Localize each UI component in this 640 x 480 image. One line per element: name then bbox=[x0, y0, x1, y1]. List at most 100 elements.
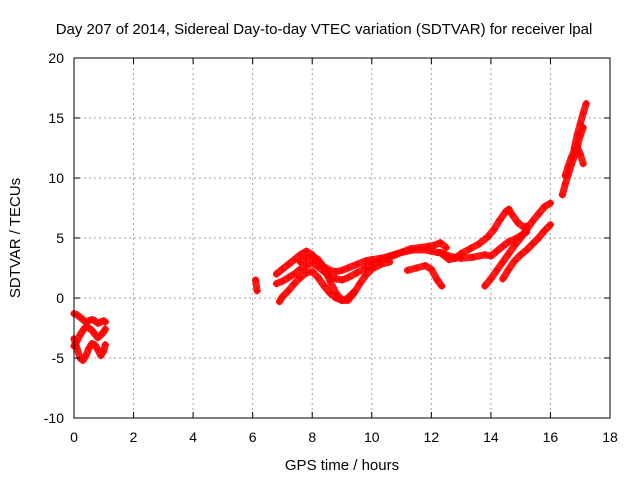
data-point-marker bbox=[439, 251, 447, 259]
data-point-marker bbox=[505, 238, 513, 246]
data-point-marker bbox=[377, 260, 385, 268]
data-point-marker bbox=[296, 258, 304, 266]
data-point-marker bbox=[451, 254, 459, 262]
x-tick-label: 10 bbox=[364, 429, 380, 445]
data-point-marker bbox=[338, 296, 346, 304]
data-point-marker bbox=[302, 262, 310, 270]
data-point-marker bbox=[412, 264, 420, 272]
data-point-marker bbox=[302, 247, 310, 255]
data-point-marker bbox=[573, 131, 581, 139]
data-point-marker bbox=[535, 210, 543, 218]
data-point-marker bbox=[278, 277, 286, 285]
data-point-marker bbox=[564, 162, 572, 170]
data-point-marker bbox=[97, 352, 105, 360]
data-point-marker bbox=[493, 266, 501, 274]
data-point-marker bbox=[91, 341, 99, 349]
series-track bbox=[499, 221, 554, 283]
series-track bbox=[436, 205, 531, 264]
data-point-marker bbox=[505, 250, 513, 258]
y-tick-label: 10 bbox=[48, 170, 64, 186]
data-point-marker bbox=[253, 287, 261, 295]
data-point-marker bbox=[523, 226, 531, 234]
data-point-marker bbox=[101, 318, 109, 326]
data-point-marker bbox=[332, 275, 340, 283]
data-point-marker bbox=[438, 282, 446, 290]
data-point-marker bbox=[579, 160, 587, 168]
data-point-marker bbox=[469, 253, 477, 261]
data-point-marker bbox=[386, 258, 394, 266]
x-tick-label: 8 bbox=[308, 429, 316, 445]
series-track bbox=[70, 335, 109, 364]
data-point-marker bbox=[466, 245, 474, 253]
data-point-marker bbox=[415, 244, 423, 252]
data-point-marker bbox=[561, 172, 569, 180]
data-point-marker bbox=[278, 293, 286, 301]
data-point-marker bbox=[496, 216, 504, 224]
x-tick-label: 14 bbox=[483, 429, 499, 445]
data-point-marker bbox=[505, 205, 513, 213]
data-point-marker bbox=[514, 218, 522, 226]
x-tick-label: 0 bbox=[70, 429, 78, 445]
data-point-marker bbox=[332, 268, 340, 276]
data-point-marker bbox=[332, 289, 340, 297]
data-point-marker bbox=[338, 276, 346, 284]
data-point-marker bbox=[350, 288, 358, 296]
data-point-marker bbox=[290, 270, 298, 278]
x-tick-label: 6 bbox=[249, 429, 257, 445]
data-point-marker bbox=[517, 234, 525, 242]
data-point-marker bbox=[320, 282, 328, 290]
data-point-marker bbox=[356, 280, 364, 288]
data-point-marker bbox=[344, 294, 352, 302]
data-point-marker bbox=[353, 260, 361, 268]
data-point-marker bbox=[100, 317, 108, 325]
data-point-marker bbox=[326, 277, 334, 285]
chart-title: Day 207 of 2014, Sidereal Day-to-day VTE… bbox=[56, 21, 593, 38]
data-point-marker bbox=[508, 210, 516, 218]
data-point-marker bbox=[290, 280, 298, 288]
data-point-marker bbox=[302, 269, 310, 277]
x-tick-label: 2 bbox=[130, 429, 138, 445]
data-point-marker bbox=[88, 326, 96, 334]
y-tick-label: -10 bbox=[44, 410, 64, 426]
data-point-marker bbox=[284, 274, 292, 282]
x-tick-label: 12 bbox=[424, 429, 440, 445]
data-point-marker bbox=[290, 256, 298, 264]
data-point-marker bbox=[97, 331, 105, 339]
series-track bbox=[70, 310, 109, 327]
data-point-marker bbox=[344, 274, 352, 282]
data-point-marker bbox=[308, 252, 316, 260]
data-point-marker bbox=[499, 242, 507, 250]
data-point-marker bbox=[535, 234, 543, 242]
data-point-marker bbox=[338, 266, 346, 274]
data-point-marker bbox=[91, 330, 99, 338]
data-point-marker bbox=[436, 239, 444, 247]
data-point-marker bbox=[368, 265, 376, 273]
y-axis-ticks: -10 -5 0 5 10 15 20 bbox=[44, 50, 610, 426]
data-point-marker bbox=[558, 191, 566, 199]
data-point-marker bbox=[505, 265, 513, 273]
data-point-marker bbox=[490, 226, 498, 234]
series-band bbox=[481, 199, 554, 290]
data-point-marker bbox=[94, 346, 102, 354]
x-axis-ticks: 0 2 4 6 8 10 12 14 16 18 bbox=[70, 58, 618, 445]
data-point-marker bbox=[523, 246, 531, 254]
data-point-marker bbox=[79, 356, 87, 364]
data-point-marker bbox=[430, 241, 438, 249]
series-track bbox=[296, 252, 358, 304]
data-point-marker bbox=[511, 241, 519, 249]
data-point-marker bbox=[320, 264, 328, 272]
data-point-marker bbox=[406, 245, 414, 253]
x-tick-label: 4 bbox=[189, 429, 197, 445]
data-point-marker bbox=[82, 352, 90, 360]
data-point-marker bbox=[272, 280, 280, 288]
series-track bbox=[252, 276, 261, 295]
data-point-marker bbox=[499, 275, 507, 283]
data-point-marker bbox=[76, 331, 84, 339]
series-track bbox=[481, 199, 554, 290]
data-point-marker bbox=[398, 248, 406, 256]
data-point-marker bbox=[576, 150, 584, 158]
data-point-marker bbox=[493, 247, 501, 255]
data-point-marker bbox=[272, 270, 280, 278]
data-point-marker bbox=[579, 109, 587, 117]
